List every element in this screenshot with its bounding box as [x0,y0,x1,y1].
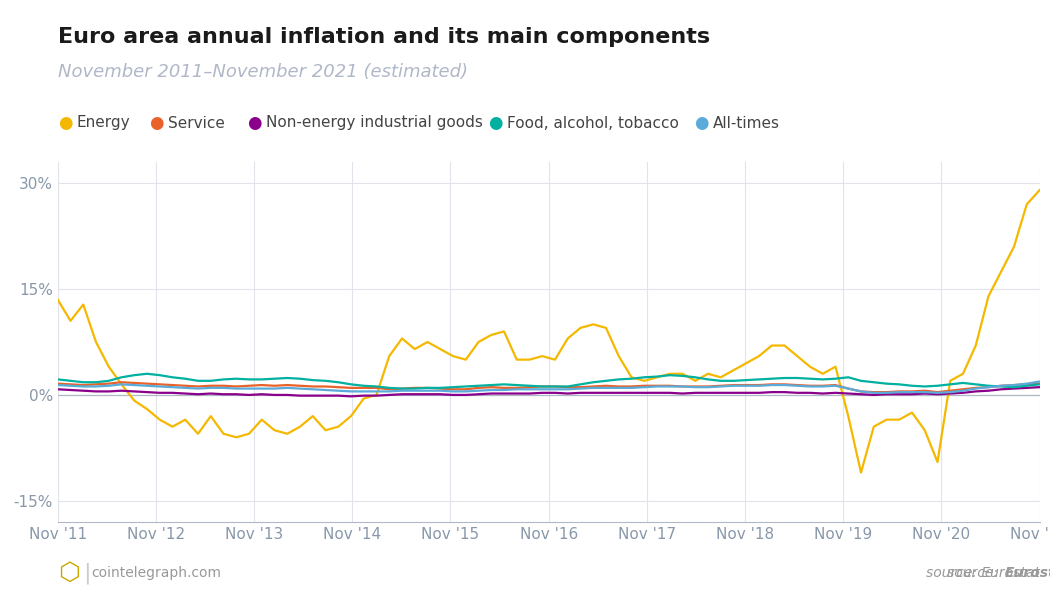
Text: ●: ● [149,114,164,132]
Text: Non-energy industrial goods: Non-energy industrial goods [266,115,483,130]
Text: ●: ● [488,114,503,132]
Text: ⬡: ⬡ [58,561,80,585]
Text: Eurostat: Eurostat [1005,566,1050,580]
Text: source: Eurostat: source: Eurostat [926,566,1040,580]
Text: ●: ● [694,114,708,132]
Text: November 2011–November 2021 (estimated): November 2011–November 2021 (estimated) [58,63,467,81]
Text: |: | [83,562,90,584]
Text: Food, alcohol, tobacco: Food, alcohol, tobacco [507,115,679,130]
Text: ●: ● [58,114,72,132]
Text: Euro area annual inflation and its main components: Euro area annual inflation and its main … [58,27,710,47]
Text: All-times: All-times [713,115,779,130]
Text: ●: ● [247,114,261,132]
Text: source:: source: [947,566,1003,580]
Text: Energy: Energy [77,115,130,130]
Text: Service: Service [168,115,225,130]
Text: cointelegraph.com: cointelegraph.com [91,566,222,580]
